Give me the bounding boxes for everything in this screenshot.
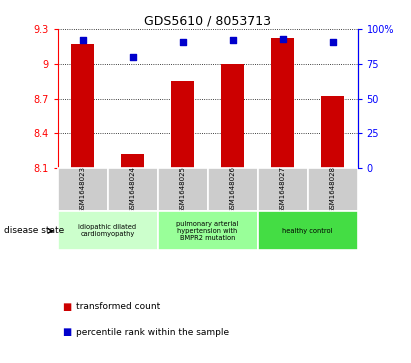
Text: GSM1648023: GSM1648023: [80, 166, 85, 213]
Text: idiopathic dilated
cardiomyopathy: idiopathic dilated cardiomyopathy: [79, 224, 136, 237]
Bar: [171, 81, 194, 168]
Text: GSM1648027: GSM1648027: [279, 166, 286, 213]
Bar: [157, 168, 208, 211]
Point: [79, 37, 86, 43]
Text: ■: ■: [62, 327, 71, 337]
Text: GSM1648028: GSM1648028: [330, 166, 335, 213]
Bar: [108, 168, 157, 211]
Point: [279, 36, 286, 42]
Bar: [157, 211, 258, 250]
Text: transformed count: transformed count: [76, 302, 160, 311]
Bar: [221, 64, 244, 168]
Bar: [71, 44, 94, 168]
Bar: [271, 38, 294, 168]
Point: [229, 37, 236, 43]
Text: pulmonary arterial
hypertension with
BMPR2 mutation: pulmonary arterial hypertension with BMP…: [176, 221, 239, 241]
Text: healthy control: healthy control: [282, 228, 333, 234]
Bar: [307, 168, 358, 211]
Title: GDS5610 / 8053713: GDS5610 / 8053713: [144, 15, 271, 28]
Bar: [258, 168, 307, 211]
Bar: [121, 154, 144, 168]
Bar: [321, 96, 344, 168]
Point: [329, 38, 336, 44]
Point: [179, 38, 186, 44]
Point: [129, 54, 136, 60]
Text: GSM1648025: GSM1648025: [180, 166, 185, 213]
Bar: [58, 211, 157, 250]
Bar: [208, 168, 258, 211]
Text: GSM1648024: GSM1648024: [129, 166, 136, 213]
Bar: [58, 168, 108, 211]
Text: percentile rank within the sample: percentile rank within the sample: [76, 328, 229, 337]
Bar: [258, 211, 358, 250]
Text: ■: ■: [62, 302, 71, 312]
Text: GSM1648026: GSM1648026: [230, 166, 236, 213]
Text: disease state: disease state: [4, 227, 65, 236]
